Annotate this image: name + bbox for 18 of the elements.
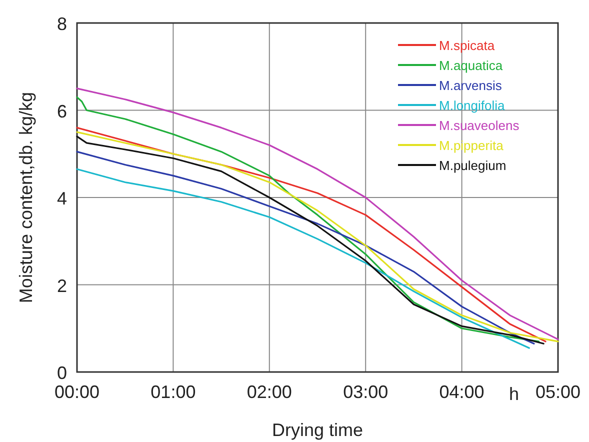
x-tick-label: 02:00: [246, 382, 292, 402]
legend-label: M.pulegium: [439, 158, 506, 173]
x-tick-label: 04:00: [439, 382, 484, 402]
x-tick-label: 01:00: [150, 382, 196, 402]
x-tick-label: 00:00: [54, 382, 100, 402]
x-tick-label: 03:00: [343, 382, 388, 402]
x-tick-label: 05:00: [535, 382, 581, 402]
y-tick-label: 4: [56, 188, 67, 208]
text: h: [508, 384, 520, 404]
legend-label: M.aquatica: [439, 58, 504, 73]
x-axis-title: Drying time: [272, 420, 364, 440]
y-tick-label: 6: [56, 101, 67, 122]
y-tick-label: 8: [56, 14, 67, 34]
y-tick-label: 2: [56, 276, 67, 296]
y-tick-label: 0: [56, 363, 67, 383]
y-axis-title: Moisture content,db. kg/kg: [16, 92, 36, 304]
legend-label: M.pipperita: [439, 138, 504, 153]
legend-label: M.longifolia: [439, 98, 506, 113]
